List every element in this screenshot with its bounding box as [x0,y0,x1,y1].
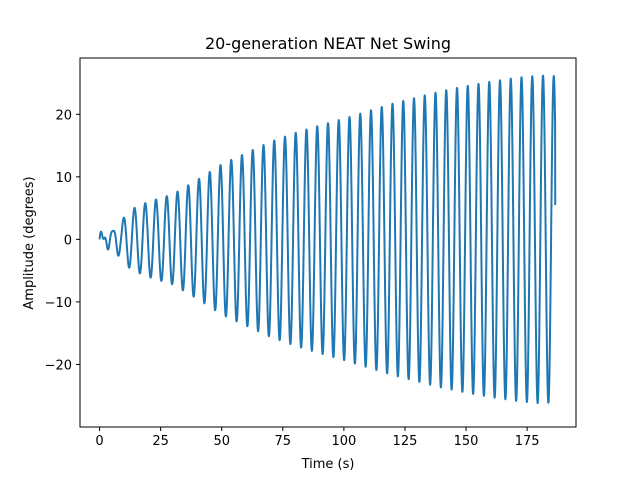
series-line [98,74,557,405]
y-tick-label: 10 [55,171,72,186]
x-tick-label: 175 [515,434,540,449]
axis-ticks: 0 25 50 75 100 125 150 175 −20 −10 0 10 20 [45,108,540,449]
x-axis-label: Time (s) [301,457,355,472]
x-tick-label: 50 [213,434,230,449]
plot-area [98,74,557,405]
x-tick-label: 0 [95,434,103,449]
axes-frame [79,57,577,428]
x-tick-label: 100 [331,434,356,449]
y-tick-label: 0 [64,233,72,248]
y-tick-label: −20 [45,358,72,373]
y-axis-label: Amplitude (degrees) [22,176,37,309]
x-tick-label: 125 [393,434,418,449]
chart-title: 20-generation NEAT Net Swing [205,34,451,53]
y-tick-label: −10 [45,296,72,311]
x-tick-label: 25 [152,434,169,449]
x-tick-label: 75 [275,434,292,449]
x-tick-label: 150 [454,434,479,449]
y-tick-label: 20 [55,108,72,123]
